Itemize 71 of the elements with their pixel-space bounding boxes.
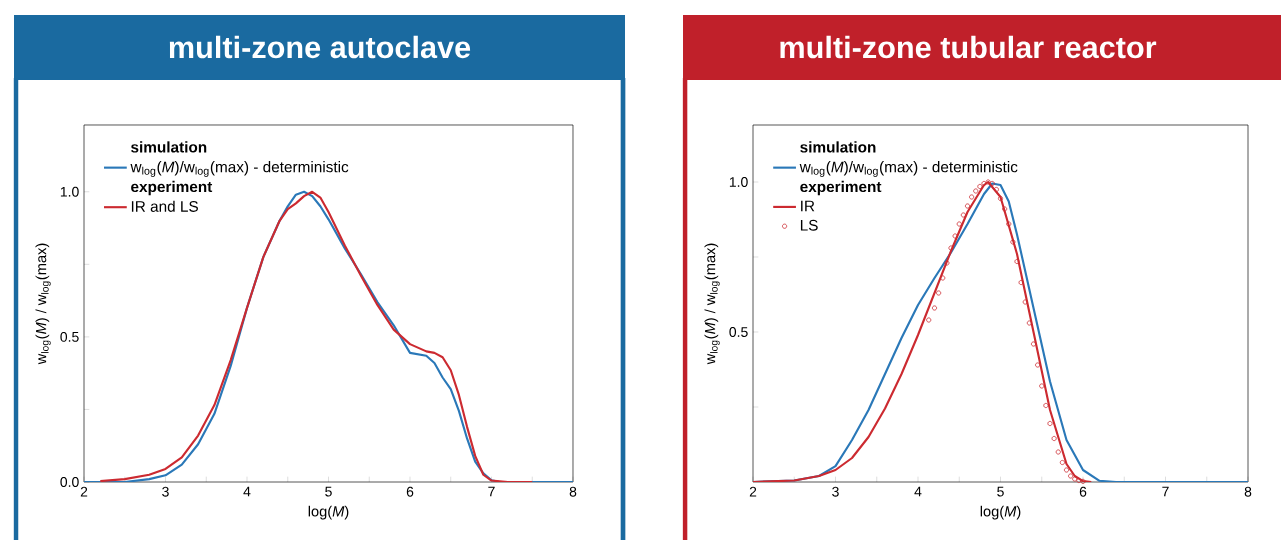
point xyxy=(989,180,995,187)
point xyxy=(1080,478,1086,484)
point xyxy=(1051,435,1057,442)
point xyxy=(952,233,958,239)
x-tick-label: 4 xyxy=(914,486,922,497)
x-tick-label: 2 xyxy=(749,486,757,497)
point xyxy=(931,305,938,311)
point xyxy=(1043,402,1049,409)
point xyxy=(1072,476,1078,482)
x-tick-label: 7 xyxy=(1162,486,1169,497)
point xyxy=(956,221,962,227)
point xyxy=(1047,420,1053,427)
legend-label: w$_{log}$(M)/w$_{log}$(max) - deterministic xyxy=(130,161,349,177)
x-tick-label: 4 xyxy=(243,486,251,497)
annotation: experiment xyxy=(131,180,213,196)
y-tick-label: 0.0 xyxy=(60,477,79,487)
point xyxy=(973,188,979,194)
point xyxy=(1018,279,1024,286)
point xyxy=(1014,258,1020,265)
x-axis-title: log(M) xyxy=(980,505,1021,520)
point xyxy=(981,180,987,187)
point xyxy=(977,183,983,190)
chart-title: multi-zone tubular reactor xyxy=(780,35,1157,59)
point xyxy=(1026,320,1032,326)
y-tick-label: 1.0 xyxy=(60,186,79,197)
point xyxy=(926,317,932,323)
point xyxy=(1006,221,1012,227)
point xyxy=(1030,341,1037,347)
point xyxy=(1002,206,1008,212)
point xyxy=(1059,459,1065,466)
point xyxy=(1055,449,1061,455)
y-axis-title: w$_{log}$(M) / w$_{log}$(max) xyxy=(704,243,720,365)
x-tick-label: 5 xyxy=(325,486,332,497)
x-tick-label: 3 xyxy=(162,486,169,497)
x-tick-label: 6 xyxy=(1079,486,1087,497)
point xyxy=(960,212,966,218)
y-tick-label: 0.5 xyxy=(729,327,748,337)
y-axis-title: w$_{log}$(M) / w$_{log}$(max) xyxy=(35,243,51,365)
point xyxy=(964,203,971,209)
x-tick-label: 3 xyxy=(832,486,839,497)
point xyxy=(969,194,975,200)
x-tick-label: 5 xyxy=(997,486,1004,497)
legend-label: LS xyxy=(800,219,818,231)
x-tick-label: 6 xyxy=(406,486,414,497)
point xyxy=(1076,477,1082,484)
point xyxy=(985,179,991,185)
point xyxy=(1063,467,1070,473)
x-tick-label: 2 xyxy=(80,486,88,497)
point xyxy=(1068,473,1074,479)
point xyxy=(1035,362,1041,368)
y-tick-label: 1.0 xyxy=(729,177,748,187)
annotation: experiment xyxy=(800,180,882,196)
y-tick-label: 0.5 xyxy=(60,331,79,342)
legend-label: w$_{log}$(M)/w$_{log}$(max) - deterministic xyxy=(799,161,1018,177)
x-tick-label: 8 xyxy=(569,486,577,497)
point xyxy=(1022,299,1028,305)
point xyxy=(948,245,954,251)
annotation: simulation xyxy=(800,141,876,153)
chart-title: multi-zone autoclave xyxy=(169,35,471,59)
x-tick-label: 8 xyxy=(1244,486,1252,497)
point xyxy=(1039,383,1045,389)
legend-label: IR xyxy=(801,200,815,212)
x-axis-title: log(M) xyxy=(308,505,349,520)
annotation: simulation xyxy=(131,141,207,153)
legend-label: IR and LS xyxy=(131,200,198,212)
point xyxy=(1010,239,1016,245)
point xyxy=(940,275,946,281)
point xyxy=(936,290,942,296)
point xyxy=(944,260,950,266)
x-tick-label: 7 xyxy=(488,486,495,497)
point xyxy=(997,195,1004,202)
